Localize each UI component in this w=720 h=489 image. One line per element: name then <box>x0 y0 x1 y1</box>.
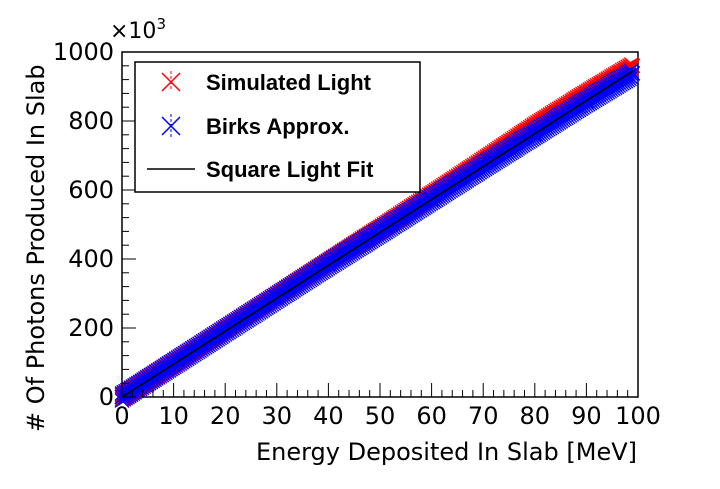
x-tick-label: 10 <box>158 402 189 430</box>
data-point-marker <box>623 70 639 86</box>
legend: Simulated Light Birks Approx. Square Lig… <box>134 61 421 193</box>
x-tick-label: 90 <box>571 402 602 430</box>
data-point-marker <box>623 66 639 82</box>
x-tick-label: 60 <box>416 402 447 430</box>
x-tick-label: 70 <box>468 402 499 430</box>
y-axis-multiplier-exponent: 3 <box>156 15 166 33</box>
legend-label-birks-approx: Birks Approx. <box>206 114 349 139</box>
y-axis-multiplier-base: ×10 <box>110 19 156 44</box>
legend-marker-birks-approx <box>161 114 181 138</box>
y-tick-label: 600 <box>68 176 114 204</box>
y-axis-title: # Of Photons Produced In Slab <box>22 64 50 432</box>
y-tick-label: 800 <box>68 107 114 135</box>
legend-label-simulated-light: Simulated Light <box>206 70 372 95</box>
fit-line <box>121 70 634 398</box>
legend-marker-simulated-light <box>161 71 181 92</box>
y-tick-label: 1000 <box>53 38 114 66</box>
x-tick-label: 30 <box>262 402 293 430</box>
x-tick-label: 40 <box>313 402 344 430</box>
legend-box <box>134 61 421 193</box>
x-tick-label: 80 <box>520 402 551 430</box>
x-tick-label: 0 <box>114 402 129 430</box>
axis-ticks <box>121 51 639 398</box>
x-tick-label: 100 <box>615 402 661 430</box>
x-tick-label: 50 <box>365 402 396 430</box>
y-axis-multiplier: ×103 <box>110 15 166 44</box>
x-axis-title: Energy Deposited In Slab [MeV] <box>256 438 637 466</box>
fit-line-layer <box>121 70 634 398</box>
y-tick-label: 0 <box>99 383 114 411</box>
y-tick-label: 200 <box>68 314 114 342</box>
x-tick-label: 20 <box>210 402 241 430</box>
legend-label-square-light-fit: Square Light Fit <box>206 157 374 182</box>
y-tick-label: 400 <box>68 245 114 273</box>
